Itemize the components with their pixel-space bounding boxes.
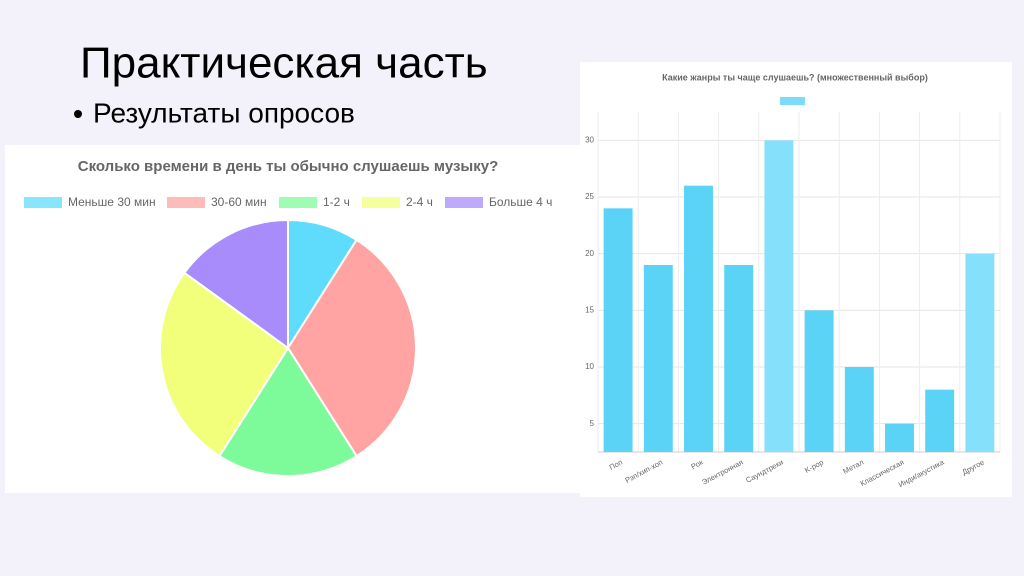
y-tick-label: 30	[585, 135, 594, 144]
bar	[925, 389, 955, 452]
legend-label: Больше 4 ч	[489, 195, 552, 209]
legend-swatch	[279, 197, 317, 208]
bar	[844, 367, 874, 452]
chart-title: Какие жанры ты чаще слушаешь? (множестве…	[662, 72, 928, 82]
bullet-text: Результаты опросов	[93, 97, 355, 128]
y-tick-label: 15	[585, 305, 594, 314]
y-tick-label: 5	[590, 419, 595, 428]
pie-slice	[183, 218, 289, 350]
pie-slice	[286, 238, 417, 458]
legend-swatch	[167, 197, 205, 208]
legend-swatch	[445, 197, 483, 208]
bar	[804, 310, 834, 452]
bar	[764, 140, 794, 453]
bar	[965, 253, 995, 452]
bar	[643, 265, 673, 452]
chart-title: Сколько времени в день ты обычно слушаеш…	[78, 158, 499, 175]
slide-title: Практическая часть	[80, 39, 488, 88]
bar	[603, 208, 633, 452]
bar	[885, 423, 914, 452]
pie-slice	[159, 271, 290, 458]
legend-label: 30-60 мин	[211, 195, 267, 209]
bullet-dot	[74, 110, 82, 118]
legend-label: Меньше 30 мин	[68, 195, 156, 209]
pie-slice	[218, 346, 358, 477]
y-tick-label: 25	[585, 192, 594, 201]
legend-swatch	[362, 197, 400, 208]
bar	[684, 185, 713, 452]
bar	[724, 265, 754, 452]
legend-swatch	[780, 97, 805, 105]
y-tick-label: 10	[585, 362, 594, 371]
legend-swatch	[24, 197, 62, 208]
legend-label: 2-4 ч	[406, 195, 433, 209]
legend-label: 1-2 ч	[323, 195, 350, 209]
y-tick-label: 20	[585, 249, 594, 258]
